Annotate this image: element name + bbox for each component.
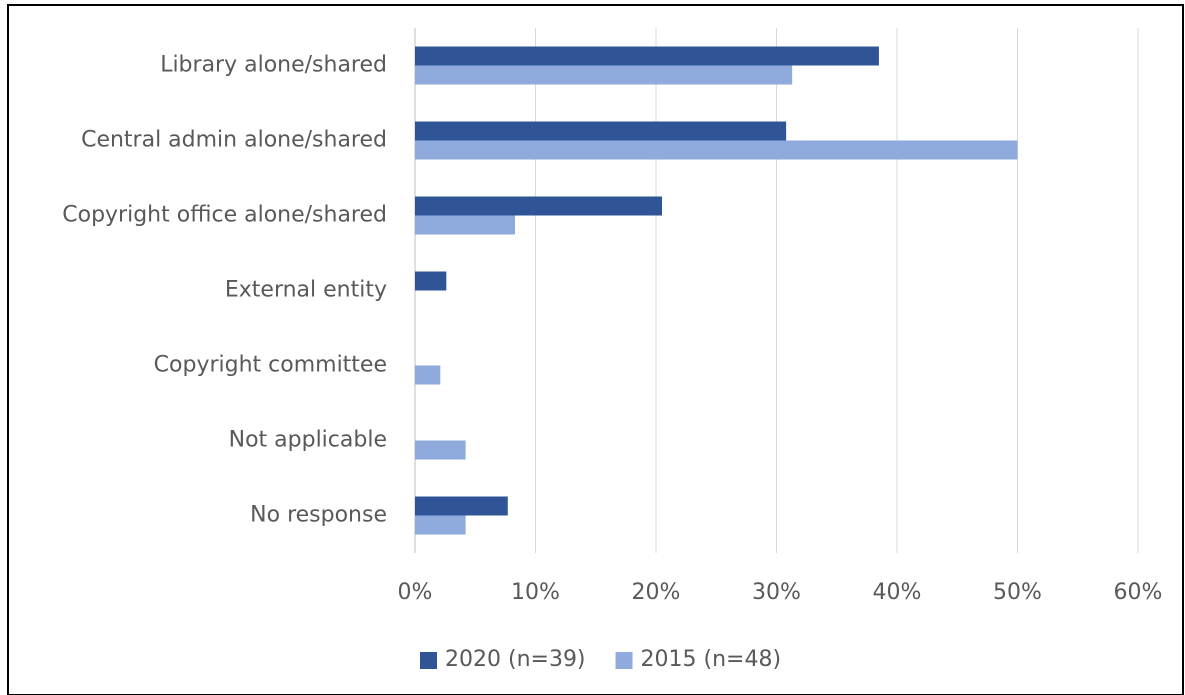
y-tick-label: Library alone/shared bbox=[160, 53, 387, 78]
legend-swatch bbox=[420, 652, 437, 669]
x-tick-label: 0% bbox=[398, 580, 433, 605]
x-tick-label: 20% bbox=[632, 580, 681, 605]
bar bbox=[415, 215, 516, 235]
y-tick-label: Copyright committee bbox=[154, 353, 387, 378]
bar bbox=[415, 496, 508, 516]
bar bbox=[415, 46, 879, 66]
y-tick-label: Central admin alone/shared bbox=[81, 128, 387, 153]
legend-swatch bbox=[615, 652, 633, 669]
y-tick-label: Not applicable bbox=[229, 428, 387, 453]
bar bbox=[415, 271, 447, 291]
bar bbox=[415, 140, 1018, 160]
x-tick-label: 40% bbox=[873, 580, 922, 605]
bar bbox=[415, 65, 793, 85]
x-tick-label: 60% bbox=[1114, 580, 1163, 605]
bar bbox=[415, 440, 466, 460]
y-tick-label: Copyright office alone/shared bbox=[62, 203, 387, 228]
y-tick-label: External entity bbox=[225, 278, 387, 303]
y-tick-label: No response bbox=[250, 503, 387, 528]
x-tick-label: 30% bbox=[752, 580, 801, 605]
x-tick-label: 10% bbox=[511, 580, 560, 605]
frame bbox=[7, 4, 1184, 695]
bar bbox=[415, 515, 466, 535]
bar bbox=[415, 121, 787, 141]
bar bbox=[415, 196, 663, 216]
legend-label: 2015 (n=48) bbox=[641, 647, 782, 672]
bar bbox=[415, 365, 441, 385]
x-tick-label: 50% bbox=[993, 580, 1042, 605]
legend-label: 2020 (n=39) bbox=[445, 647, 586, 672]
